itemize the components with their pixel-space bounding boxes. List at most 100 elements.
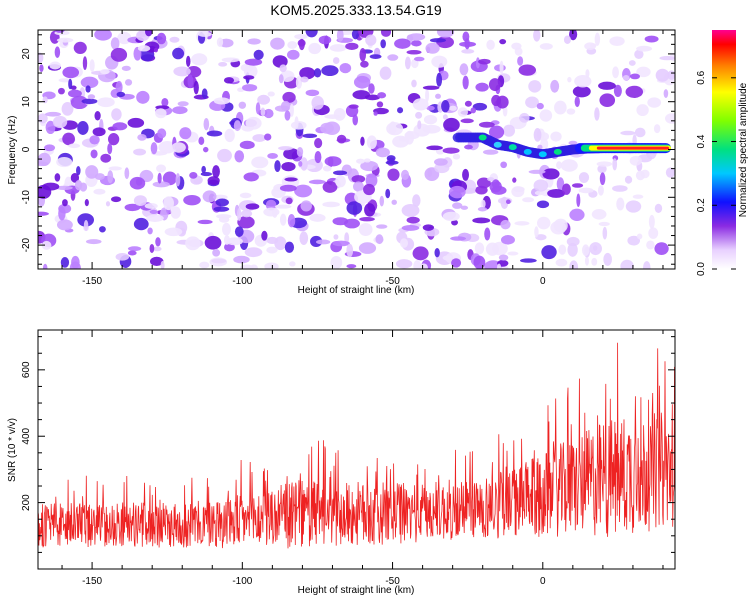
spectrogram-blob	[636, 45, 653, 52]
y-tick-label: 0	[21, 146, 32, 152]
spectrogram-blob	[267, 153, 278, 159]
spectrogram-blob	[107, 170, 114, 184]
spectrogram-blob	[158, 141, 177, 154]
spectrogram-blob	[499, 39, 507, 45]
spectrogram-blob	[44, 111, 62, 117]
spectrogram-blob	[330, 255, 343, 269]
spectrogram-blob	[450, 236, 467, 241]
spectrogram-blob	[42, 96, 48, 104]
spectrogram-blob	[486, 39, 495, 50]
y-tick-label: 20	[21, 48, 32, 60]
spectrogram-blob	[375, 224, 388, 229]
spectrogram-blob	[629, 73, 641, 80]
spectrogram-blob	[296, 146, 304, 157]
spectrogram-blob	[238, 101, 247, 109]
spectrogram-blob	[464, 144, 473, 150]
spectrogram-blob	[591, 209, 607, 220]
spectrogram-blob	[240, 209, 253, 218]
spectrogram-blob	[426, 105, 435, 111]
spectrogram-blob	[209, 257, 228, 267]
spectrogram-blob	[426, 145, 443, 151]
y-tick-label: -10	[21, 190, 32, 205]
spectrogram-blob	[511, 186, 525, 198]
spectrogram-blob	[344, 232, 350, 244]
spectrogram-blob	[243, 75, 255, 80]
spectrogram-blob	[475, 82, 489, 92]
spectrogram-blob	[346, 264, 357, 269]
spectrogram-blob	[643, 261, 651, 269]
spectrogram-blob	[163, 196, 174, 211]
spectrogram-blob	[496, 263, 502, 269]
spectrogram-blob	[202, 146, 209, 153]
colorbar-tick-label: 0.4	[696, 134, 707, 148]
spectrogram-blob	[308, 179, 326, 185]
colorbar-tick-label: 0.6	[696, 70, 707, 84]
spectrogram-blob	[360, 60, 369, 68]
spectrogram-blob	[305, 30, 318, 38]
spectrogram-blob	[263, 108, 274, 119]
spectrogram-blob	[412, 246, 429, 261]
spectrogram-blob	[400, 238, 409, 248]
spectrogram-blob	[260, 107, 266, 117]
spectrogram-blob	[348, 104, 359, 109]
spectrogram-blob	[462, 179, 477, 194]
spectrogram-blob	[93, 188, 106, 195]
spectrogram-blob	[659, 55, 675, 61]
spectrogram-blob	[512, 177, 517, 183]
spectrogram-blob	[100, 153, 112, 163]
spectrogram-blob	[155, 105, 170, 110]
spectrogram-blob	[121, 65, 131, 71]
spectrogram-blob	[457, 107, 468, 118]
spectrogram-blob	[335, 175, 346, 188]
spectrogram-blob	[144, 203, 158, 209]
spectrogram-blob	[81, 98, 98, 104]
spectrogram-blob	[251, 156, 269, 169]
spectrogram-x-ticks: -150 -100 -50 0	[61, 30, 664, 287]
spectrogram-blob	[149, 209, 158, 214]
spectrogram-blob	[115, 80, 123, 94]
x-tick-label: -50	[385, 576, 400, 587]
spectrogram-blob	[245, 116, 262, 130]
spectrogram-blob	[218, 61, 228, 67]
spectrogram-blob	[359, 47, 367, 62]
spectrogram-blob	[352, 114, 359, 126]
spectrogram-blob	[584, 42, 596, 50]
spectrogram-blob	[173, 66, 191, 77]
spectrogram-blob	[62, 132, 75, 146]
spectrogram-y-ticks: -20 -10 0 10 20	[21, 34, 675, 265]
spectrogram-blob	[461, 49, 475, 54]
spectrogram-blob	[375, 147, 390, 158]
spectrogram-blob	[519, 112, 530, 123]
spectrogram-blob	[108, 166, 122, 171]
spectrogram-blob	[193, 80, 199, 95]
spectrogram-blob	[534, 190, 544, 196]
spectrogram-blob	[625, 200, 642, 213]
spectrogram-blob	[245, 203, 260, 210]
spectrogram-blob	[589, 242, 602, 256]
spectrogram-blob	[247, 38, 261, 45]
spectrogram-blob	[172, 106, 188, 115]
spectrogram-blob	[52, 115, 68, 129]
spectrogram-blob	[38, 52, 44, 64]
spectrogram-blob	[127, 250, 137, 256]
spectrogram-blob	[137, 134, 147, 141]
spectrogram-blob	[412, 194, 421, 207]
spectrogram-blob	[655, 68, 670, 82]
spectrogram-blob	[261, 230, 268, 241]
spectrogram-blob	[274, 160, 281, 173]
spectrogram-blob	[284, 177, 298, 182]
spectrogram-blob	[345, 42, 359, 50]
spectrogram-blob	[61, 101, 74, 116]
y-tick-label: 10	[21, 96, 32, 108]
spectrogram-blob	[299, 67, 316, 80]
spectrogram-blob	[155, 237, 161, 247]
spectrogram-blob	[664, 113, 675, 124]
spectrogram-blob	[127, 246, 142, 252]
colorbar: 0.0 0.2 0.4 0.6 Normalized spectral amplitu…	[696, 30, 749, 276]
spectrogram-blob	[571, 183, 584, 188]
spectrogram-blob	[56, 156, 73, 168]
spectrogram-blob	[234, 226, 244, 237]
spectrogram-blob	[92, 127, 106, 137]
spectrogram-blob	[115, 253, 130, 261]
spectrogram-blob	[287, 41, 298, 49]
